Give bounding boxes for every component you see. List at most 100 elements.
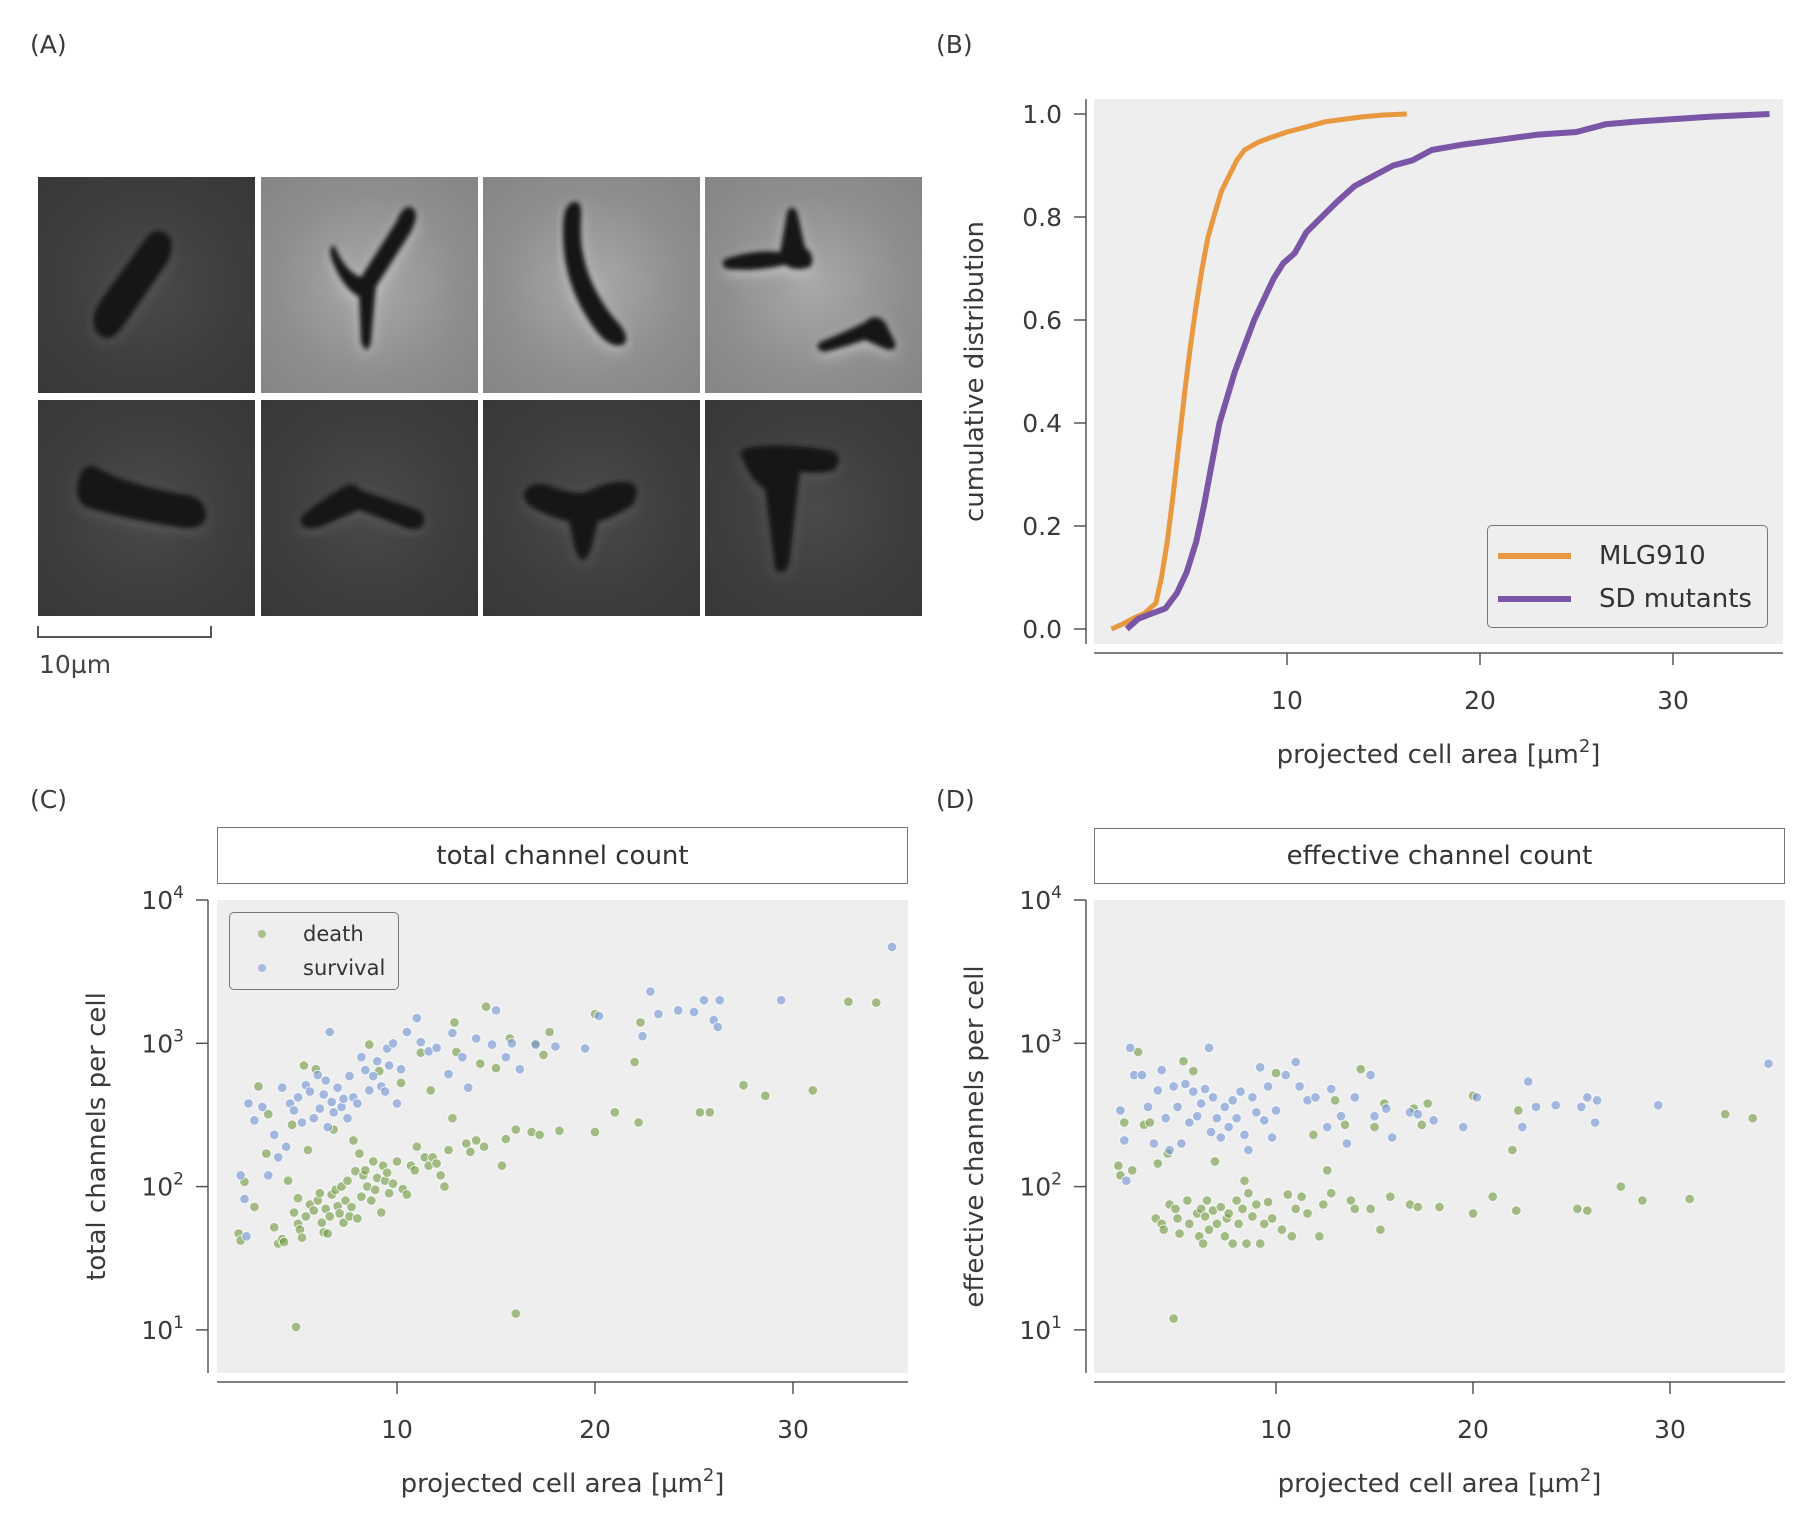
data-point-death (760, 1090, 771, 1102)
y-tick-label: 1.0 (1022, 100, 1062, 129)
data-point-survival (447, 1027, 458, 1039)
y-tick-label: 101 (1019, 1313, 1062, 1345)
data-point-death (1170, 1203, 1181, 1215)
data-point-survival (1325, 1083, 1337, 1095)
data-point-survival (1652, 1099, 1664, 1111)
data-point-survival (1280, 1069, 1292, 1081)
data-point-death (1203, 1224, 1215, 1235)
micrograph-tile-bent-rod (38, 400, 255, 616)
data-point-survival (411, 1012, 423, 1024)
data-point-death (1422, 1098, 1433, 1109)
data-point-survival (1235, 1086, 1246, 1097)
data-point-survival (338, 1093, 349, 1105)
micrograph-tile-chevron (261, 400, 478, 616)
data-point-death (1184, 1218, 1195, 1230)
data-point-death (288, 1207, 300, 1218)
data-point-survival (324, 1026, 336, 1038)
data-point-death (1290, 1203, 1301, 1215)
micrograph-tile-rod (38, 177, 255, 393)
data-point-survival (360, 1064, 371, 1076)
plot-background (1094, 900, 1785, 1373)
data-point-death (322, 1228, 334, 1239)
data-point-death (704, 1107, 716, 1118)
data-point-death (629, 1056, 640, 1068)
data-point-death (334, 1208, 345, 1219)
panel-c-points (233, 941, 898, 1333)
data-point-survival (328, 1107, 339, 1118)
scale-bar-label: 10µm (39, 650, 112, 679)
data-point-death (253, 1081, 264, 1092)
legend-entry-sd-mutants: SD mutants (1498, 579, 1752, 619)
data-point-death (1511, 1205, 1522, 1216)
data-point-survival (1219, 1101, 1231, 1113)
panel-d-points (1113, 1042, 1774, 1324)
data-point-survival (395, 1063, 407, 1075)
data-point-death (1223, 1208, 1234, 1219)
data-point-death (282, 1175, 294, 1186)
data-point-death (261, 1148, 272, 1159)
data-point-death (1582, 1205, 1593, 1216)
y-axis-label: cumulative distribution (960, 221, 990, 522)
data-point-death (1321, 1165, 1333, 1176)
data-point-death (474, 1058, 486, 1069)
data-point-death (1747, 1112, 1758, 1124)
data-point-death (296, 1232, 308, 1243)
data-point-survival (344, 1070, 355, 1082)
data-point-death (1247, 1211, 1258, 1222)
data-point-survival (367, 1070, 379, 1082)
data-point-death (314, 1187, 326, 1199)
data-point-survival (712, 1021, 724, 1033)
data-point-survival (1258, 1115, 1270, 1126)
data-point-survival (645, 986, 656, 997)
data-point-survival (1191, 1110, 1203, 1122)
data-point-survival (514, 1063, 526, 1075)
data-point-survival (637, 1030, 648, 1042)
x-tick-label: 20 (579, 1415, 611, 1444)
data-point-death (1168, 1313, 1179, 1324)
data-point-death (360, 1165, 371, 1176)
data-point-survival (1205, 1126, 1217, 1138)
data-point-death (367, 1156, 379, 1167)
data-point-survival (1254, 1062, 1266, 1073)
data-point-death (364, 1039, 375, 1050)
data-point-survival (1589, 1117, 1601, 1128)
data-point-survival (1386, 1132, 1398, 1143)
data-point-death (538, 1049, 549, 1061)
x-tick-label: 10 (381, 1415, 413, 1444)
data-point-survival (296, 1117, 308, 1128)
data-point-death (316, 1217, 328, 1228)
micrograph-tile-two-branched-cells (705, 177, 922, 393)
data-point-death (1684, 1193, 1695, 1205)
data-point-survival (304, 1086, 316, 1097)
data-point-death (1318, 1199, 1329, 1210)
y-axis-label: total channels per cell (82, 992, 112, 1281)
data-point-death (1434, 1201, 1445, 1213)
data-point-death (534, 1129, 545, 1141)
panel-label-c: (C) (30, 785, 67, 814)
data-point-death (1339, 1119, 1351, 1131)
data-point-survival (342, 1112, 353, 1124)
data-point-survival (1335, 1110, 1347, 1122)
data-point-death (1308, 1129, 1319, 1141)
data-point-survival (308, 1112, 320, 1124)
x-tick-label: 10 (1271, 686, 1303, 715)
data-point-survival (1262, 1081, 1274, 1092)
y-tick-label: 104 (141, 883, 184, 915)
facet-title-effective-channel-count: effective channel count (1094, 828, 1785, 884)
y-tick-label: 0.2 (1022, 512, 1062, 541)
legend-entry-mlg910: MLG910 (1498, 536, 1706, 576)
data-point-death (1231, 1195, 1242, 1206)
data-point-survival (415, 1036, 427, 1048)
data-point-survival (698, 994, 710, 1006)
data-point-death (1467, 1208, 1479, 1219)
data-point-death (348, 1135, 359, 1146)
data-point-survival (1522, 1076, 1534, 1087)
data-point-death (263, 1108, 274, 1120)
data-point-death (449, 1017, 460, 1028)
data-point-survival (886, 941, 898, 953)
data-point-survival (463, 1082, 474, 1093)
facet-title-text: total channel count (436, 840, 689, 871)
data-point-death (1172, 1213, 1183, 1224)
data-point-survival (320, 1075, 332, 1086)
data-point-death (1211, 1218, 1223, 1230)
